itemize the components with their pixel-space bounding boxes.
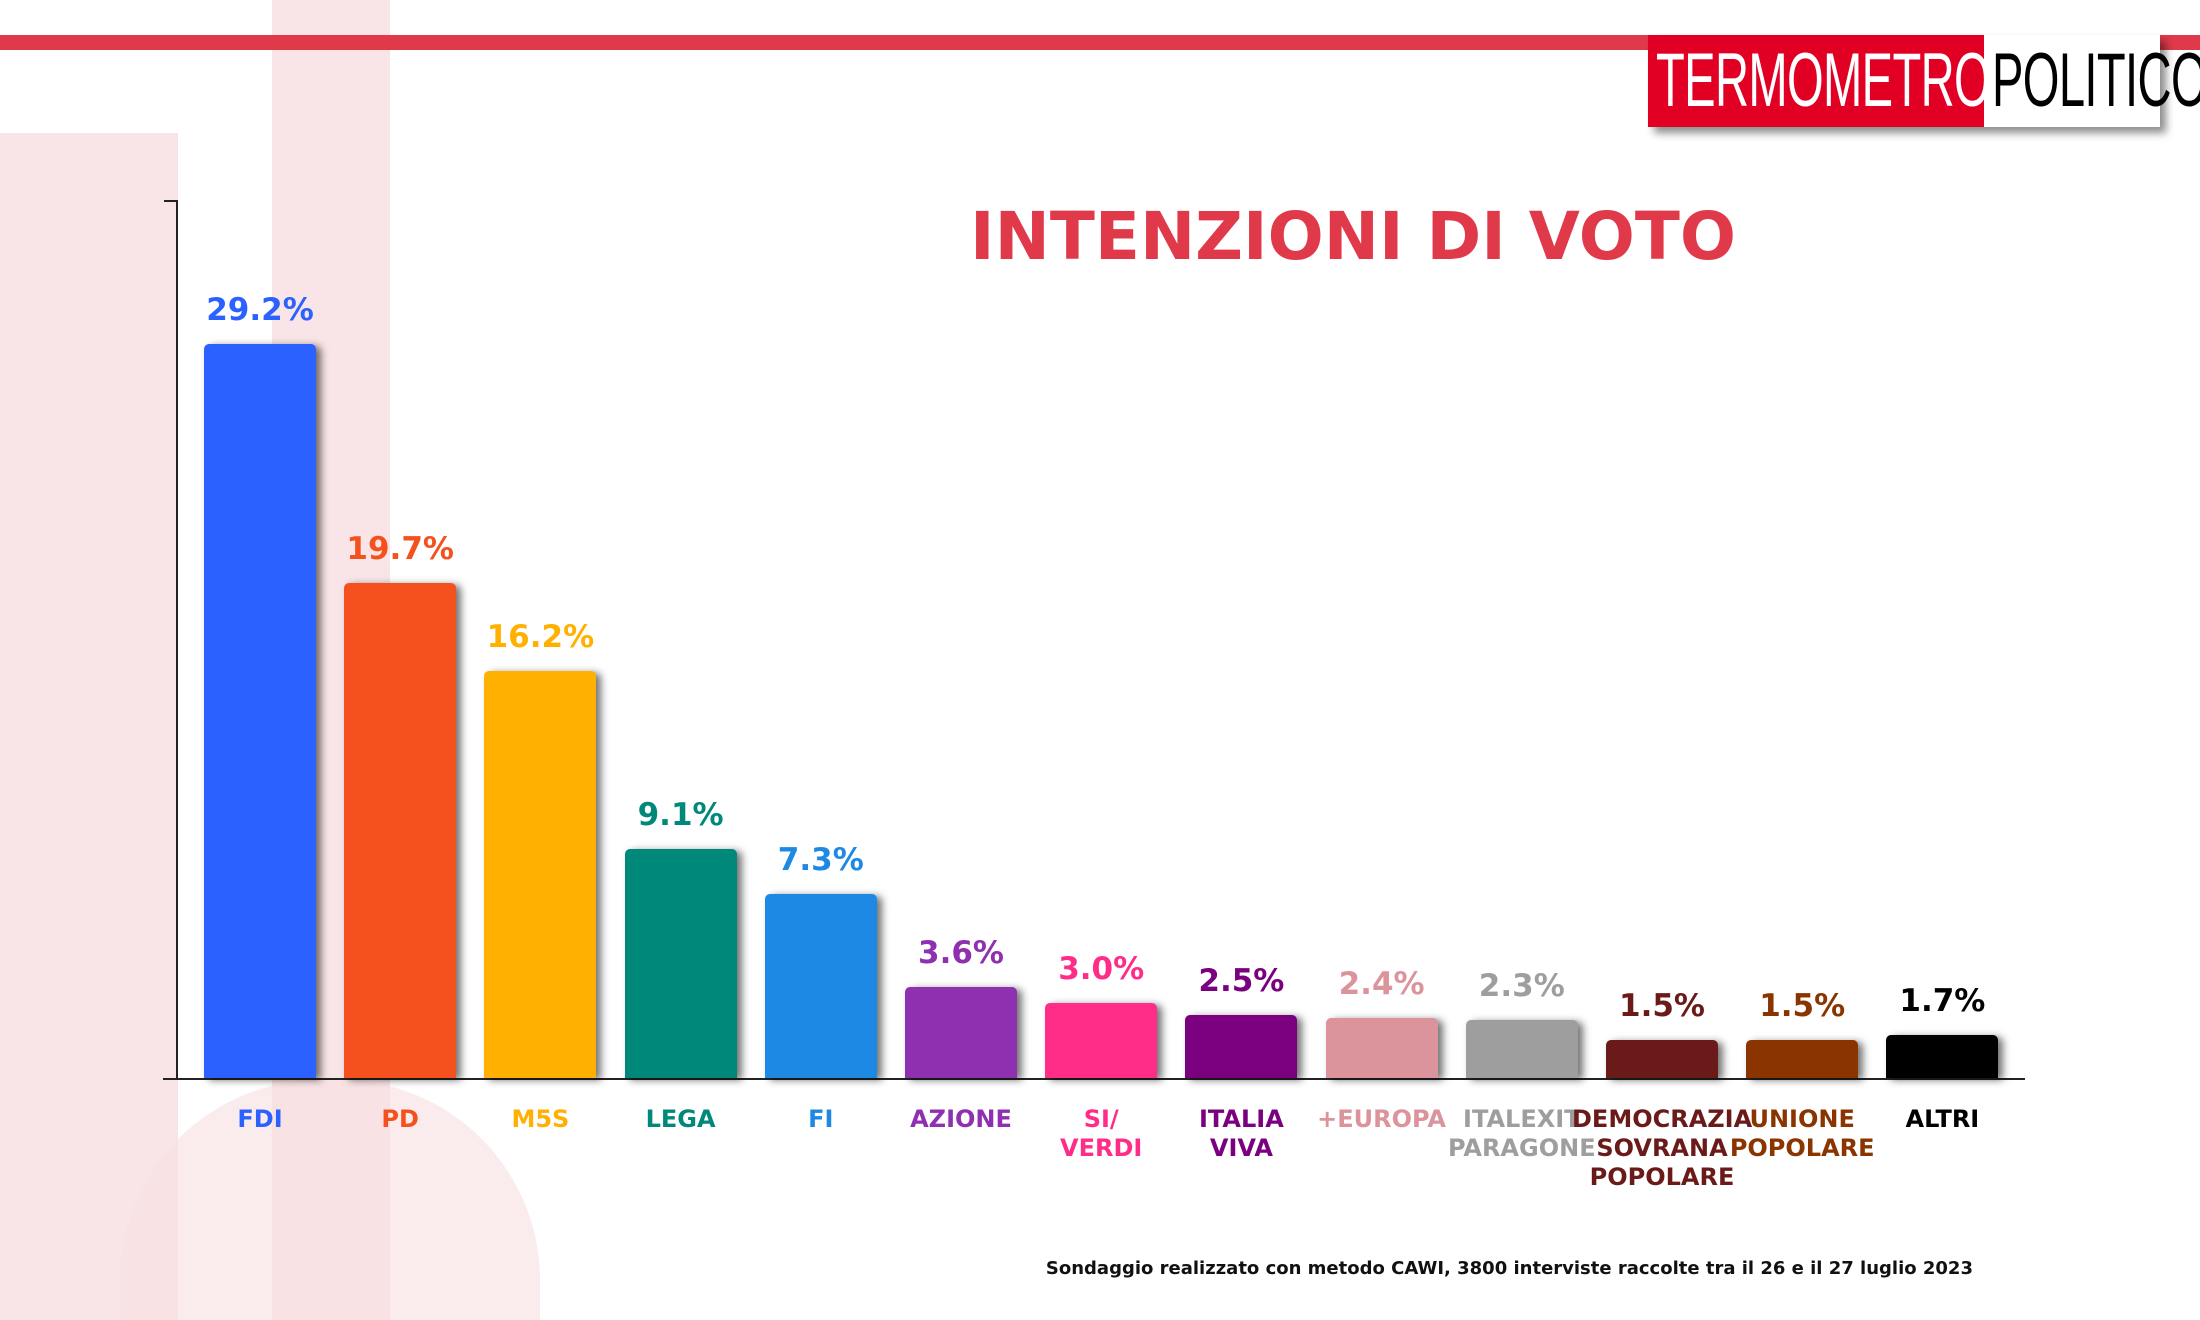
bar xyxy=(1325,1017,1438,1078)
category-label: FI xyxy=(808,1105,834,1133)
value-label: 9.1% xyxy=(637,797,724,834)
y-axis-tick xyxy=(164,200,178,202)
bar xyxy=(1886,1035,1999,1078)
logo-part2: POLITICO xyxy=(1992,38,2200,123)
value-label: 7.3% xyxy=(777,842,864,879)
bar xyxy=(1045,1002,1158,1078)
bar xyxy=(204,343,316,1078)
x-axis xyxy=(163,1078,2025,1080)
value-label: 19.7% xyxy=(346,530,454,567)
category-label: FDI xyxy=(237,1105,283,1133)
value-label: 3.0% xyxy=(1058,950,1145,987)
bar xyxy=(1746,1040,1859,1078)
bar xyxy=(1465,1020,1578,1078)
value-label: 1.7% xyxy=(1899,983,1986,1020)
value-label: 1.5% xyxy=(1759,988,1846,1025)
category-label: LEGA xyxy=(645,1105,716,1133)
category-label: PD xyxy=(381,1105,419,1133)
category-label: UNIONE POPOLARE xyxy=(1729,1105,1875,1162)
value-label: 2.3% xyxy=(1478,968,1565,1005)
value-label: 2.5% xyxy=(1198,963,1285,1000)
category-label: M5S xyxy=(511,1105,570,1133)
bar xyxy=(1185,1015,1298,1078)
bar xyxy=(344,582,457,1078)
category-label: ITALIA VIVA xyxy=(1198,1105,1284,1162)
brand-logo: TERMOMETRO POLITICO xyxy=(1648,35,2200,127)
value-label: 29.2% xyxy=(206,291,314,328)
footnote: Sondaggio realizzato con metodo CAWI, 38… xyxy=(1045,1258,1973,1279)
logo-part1: TERMOMETRO xyxy=(1656,38,1991,123)
background-shape xyxy=(0,133,178,1320)
bar xyxy=(1606,1040,1718,1078)
value-label: 2.4% xyxy=(1338,965,1425,1002)
category-label: SI/ VERDI xyxy=(1060,1105,1143,1162)
value-label: 1.5% xyxy=(1619,988,1705,1025)
bar xyxy=(624,849,737,1078)
category-label: ITALEXIT PARAGONE xyxy=(1447,1105,1596,1162)
bar xyxy=(764,894,877,1078)
category-label: AZIONE xyxy=(910,1105,1012,1133)
category-label: DEMOCRAZIA SOVRANA POPOLARE xyxy=(1572,1105,1753,1191)
value-label: 3.6% xyxy=(918,935,1004,972)
category-label: ALTRI xyxy=(1905,1105,1980,1133)
bar xyxy=(484,670,597,1078)
chart-title: INTENZIONI DI VOTO xyxy=(970,198,1736,275)
bar xyxy=(905,987,1017,1078)
y-axis xyxy=(176,200,178,1080)
value-label: 16.2% xyxy=(486,618,595,655)
category-label: +EUROPA xyxy=(1317,1105,1447,1133)
